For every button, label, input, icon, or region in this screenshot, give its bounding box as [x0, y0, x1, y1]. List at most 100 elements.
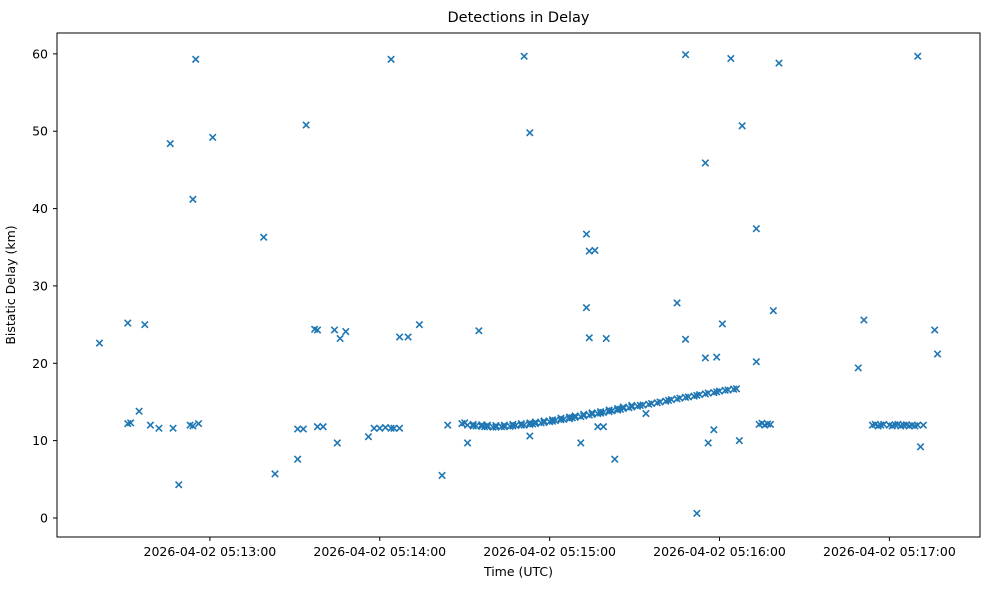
- scatter-marker: [693, 509, 701, 518]
- scatter-marker: [695, 390, 704, 399]
- scatter-marker: [540, 417, 548, 425]
- scatter-marker: [395, 424, 404, 433]
- scatter-marker: [364, 432, 373, 441]
- plot-border: [56, 32, 981, 538]
- scatter-marker: [647, 399, 656, 408]
- scatter-marker: [531, 419, 540, 428]
- scatter-marker: [933, 350, 942, 358]
- scatter-marker: [302, 121, 310, 129]
- x-tick-label: 2026-04-02 05:15:00: [483, 544, 616, 559]
- scatter-marker: [718, 320, 727, 328]
- scatter-marker: [775, 59, 783, 67]
- y-tick-label: 0: [40, 510, 48, 525]
- scatter-marker: [526, 432, 534, 440]
- scatter-marker: [681, 50, 690, 59]
- scatter-marker: [370, 424, 378, 433]
- scatter-marker: [395, 333, 404, 341]
- scatter-marker: [141, 320, 149, 329]
- scatter-marker: [588, 409, 596, 417]
- scatter-marker: [387, 424, 395, 433]
- scatter-marker: [585, 247, 594, 255]
- scatter-marker: [271, 470, 279, 478]
- x-axis-label: Time (UTC): [483, 564, 553, 579]
- scatter-marker: [299, 425, 308, 433]
- scatter-marker: [594, 422, 602, 431]
- scatter-marker: [627, 401, 636, 410]
- scatter-marker: [930, 326, 939, 334]
- scatter-marker: [579, 412, 588, 420]
- scatter-markers-group: [95, 50, 942, 518]
- scatter-marker: [582, 303, 591, 312]
- scatter-marker: [879, 420, 888, 429]
- scatter-marker: [540, 418, 548, 427]
- scatter-marker: [469, 420, 477, 429]
- scatter-marker: [124, 319, 132, 327]
- scatter-marker: [582, 230, 591, 238]
- scatter-marker: [667, 395, 676, 404]
- scatter-marker: [596, 407, 605, 416]
- scatter-marker: [701, 159, 710, 167]
- scatter-marker: [500, 421, 509, 429]
- scatter-marker: [381, 423, 390, 432]
- y-tick-label: 60: [32, 46, 48, 61]
- scatter-marker: [319, 422, 327, 431]
- scatter-marker: [639, 401, 647, 409]
- scatter-marker: [194, 419, 203, 428]
- scatter-marker: [727, 54, 735, 63]
- scatter-marker: [602, 334, 611, 343]
- scatter-marker: [376, 424, 384, 433]
- y-tick-label: 30: [32, 278, 48, 293]
- scatter-marker: [676, 394, 684, 402]
- scatter-marker: [769, 306, 778, 315]
- scatter-marker: [517, 421, 526, 429]
- scatter-marker: [259, 233, 268, 241]
- x-tick-label: 2026-04-02 05:13:00: [144, 544, 277, 559]
- scatter-marker: [475, 327, 483, 335]
- scatter-marker: [712, 353, 721, 361]
- scatter-marker: [463, 421, 472, 429]
- scatter-marker: [333, 439, 342, 447]
- scatter-marker: [174, 480, 183, 489]
- scatter-marker: [919, 421, 928, 429]
- scatter-marker: [860, 316, 868, 324]
- scatter-marker: [724, 386, 732, 394]
- scatter-marker: [656, 398, 664, 406]
- scatter-marker: [673, 299, 681, 307]
- scatter-marker: [208, 133, 217, 142]
- scatter-marker: [509, 420, 517, 429]
- scatter-marker: [492, 421, 500, 430]
- scatter-marker: [526, 129, 534, 137]
- scatter-marker: [313, 422, 322, 431]
- scatter-marker: [520, 52, 528, 60]
- scatter-marker: [571, 412, 579, 420]
- scatter-marker: [715, 387, 724, 395]
- y-tick-label: 40: [32, 201, 48, 216]
- scatter-marker: [613, 404, 622, 413]
- scatter-marker: [404, 333, 412, 341]
- scatter-marker: [548, 415, 557, 424]
- scatter-marker: [146, 421, 155, 429]
- scatter-marker: [916, 443, 925, 451]
- scatter-marker: [415, 320, 424, 329]
- scatter-marker: [579, 410, 588, 419]
- scatter-marker: [155, 424, 163, 433]
- scatter-marker: [443, 421, 452, 429]
- scatter-marker: [681, 335, 690, 344]
- scatter-marker: [189, 422, 197, 430]
- scatter-marker: [313, 326, 322, 334]
- scatter-marker: [627, 403, 636, 411]
- scatter-marker: [483, 421, 492, 429]
- scatter-marker: [605, 406, 613, 414]
- scatter-marker: [591, 246, 599, 255]
- scatter-marker: [557, 414, 565, 422]
- scatter-marker: [387, 55, 395, 64]
- scatter-marker: [704, 439, 712, 447]
- scatter-marker: [766, 420, 775, 429]
- y-tick-label: 10: [32, 433, 48, 448]
- scatter-marker: [619, 403, 628, 411]
- scatter-marker: [642, 409, 650, 418]
- scatter-marker: [577, 439, 585, 447]
